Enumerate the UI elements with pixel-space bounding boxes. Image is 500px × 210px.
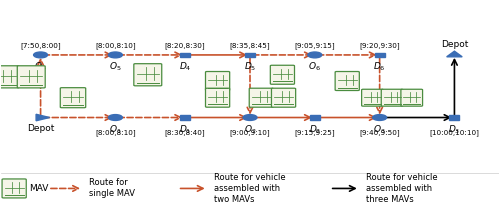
FancyBboxPatch shape bbox=[272, 88, 295, 107]
Bar bbox=[374, 53, 384, 57]
Text: $D_{2}$: $D_{2}$ bbox=[308, 123, 321, 136]
Text: $D_{1}$: $D_{1}$ bbox=[179, 123, 192, 136]
Text: Depot: Depot bbox=[440, 40, 468, 49]
Text: Route for
single MAV: Route for single MAV bbox=[89, 178, 135, 198]
Text: [10:00,10:10]: [10:00,10:10] bbox=[430, 129, 480, 136]
Bar bbox=[180, 53, 190, 57]
Text: [7:50,8:00]: [7:50,8:00] bbox=[20, 42, 61, 49]
FancyBboxPatch shape bbox=[335, 72, 359, 91]
Text: [9:20,9:30]: [9:20,9:30] bbox=[360, 42, 400, 49]
Text: [9:05,9:15]: [9:05,9:15] bbox=[294, 42, 335, 49]
FancyBboxPatch shape bbox=[206, 72, 230, 91]
Text: [8:35,8:45]: [8:35,8:45] bbox=[230, 42, 270, 49]
FancyBboxPatch shape bbox=[206, 88, 230, 107]
Text: [8:00,8:10]: [8:00,8:10] bbox=[95, 42, 136, 49]
Text: $O_{6}$: $O_{6}$ bbox=[308, 61, 321, 73]
Bar bbox=[450, 116, 460, 120]
Circle shape bbox=[308, 52, 322, 58]
FancyBboxPatch shape bbox=[134, 64, 162, 86]
Circle shape bbox=[108, 52, 122, 58]
Text: [8:30,8:40]: [8:30,8:40] bbox=[165, 129, 205, 136]
Circle shape bbox=[34, 52, 48, 58]
Text: $O_{1}$: $O_{1}$ bbox=[109, 123, 122, 136]
Text: MAV: MAV bbox=[29, 184, 48, 193]
Circle shape bbox=[243, 115, 257, 121]
FancyBboxPatch shape bbox=[270, 65, 294, 84]
FancyBboxPatch shape bbox=[362, 89, 384, 106]
FancyBboxPatch shape bbox=[18, 66, 45, 88]
Text: $O_{4}$: $O_{4}$ bbox=[34, 61, 47, 73]
Bar bbox=[310, 116, 320, 120]
Text: $O_{2}$: $O_{2}$ bbox=[244, 123, 256, 136]
Circle shape bbox=[372, 115, 386, 121]
Text: Route for vehicle
assembled with
two MAVs: Route for vehicle assembled with two MAV… bbox=[214, 173, 285, 204]
Text: [8:20,8:30]: [8:20,8:30] bbox=[165, 42, 205, 49]
Text: $D_{6}$: $D_{6}$ bbox=[374, 61, 386, 73]
Text: $O_{3}$: $O_{3}$ bbox=[374, 123, 386, 136]
Bar bbox=[180, 116, 190, 120]
Text: [9:40,9:50]: [9:40,9:50] bbox=[360, 129, 400, 136]
Text: $O_{5}$: $O_{5}$ bbox=[109, 61, 122, 73]
FancyBboxPatch shape bbox=[0, 66, 19, 88]
Text: [9:15,9:25]: [9:15,9:25] bbox=[294, 129, 335, 136]
Text: [9:00,9:10]: [9:00,9:10] bbox=[230, 129, 270, 136]
Text: [8:00,8:10]: [8:00,8:10] bbox=[95, 129, 136, 136]
Text: $D_{3}$: $D_{3}$ bbox=[448, 123, 460, 136]
FancyBboxPatch shape bbox=[2, 179, 26, 198]
Text: Route for vehicle
assembled with
three MAVs: Route for vehicle assembled with three M… bbox=[366, 173, 438, 204]
FancyBboxPatch shape bbox=[60, 88, 86, 108]
Text: $D_{5}$: $D_{5}$ bbox=[244, 61, 256, 73]
Text: Depot: Depot bbox=[27, 124, 54, 133]
Text: $D_{4}$: $D_{4}$ bbox=[179, 61, 192, 73]
FancyBboxPatch shape bbox=[249, 88, 274, 107]
FancyBboxPatch shape bbox=[382, 89, 403, 106]
FancyBboxPatch shape bbox=[401, 89, 422, 106]
Bar bbox=[245, 53, 255, 57]
Circle shape bbox=[108, 115, 122, 121]
